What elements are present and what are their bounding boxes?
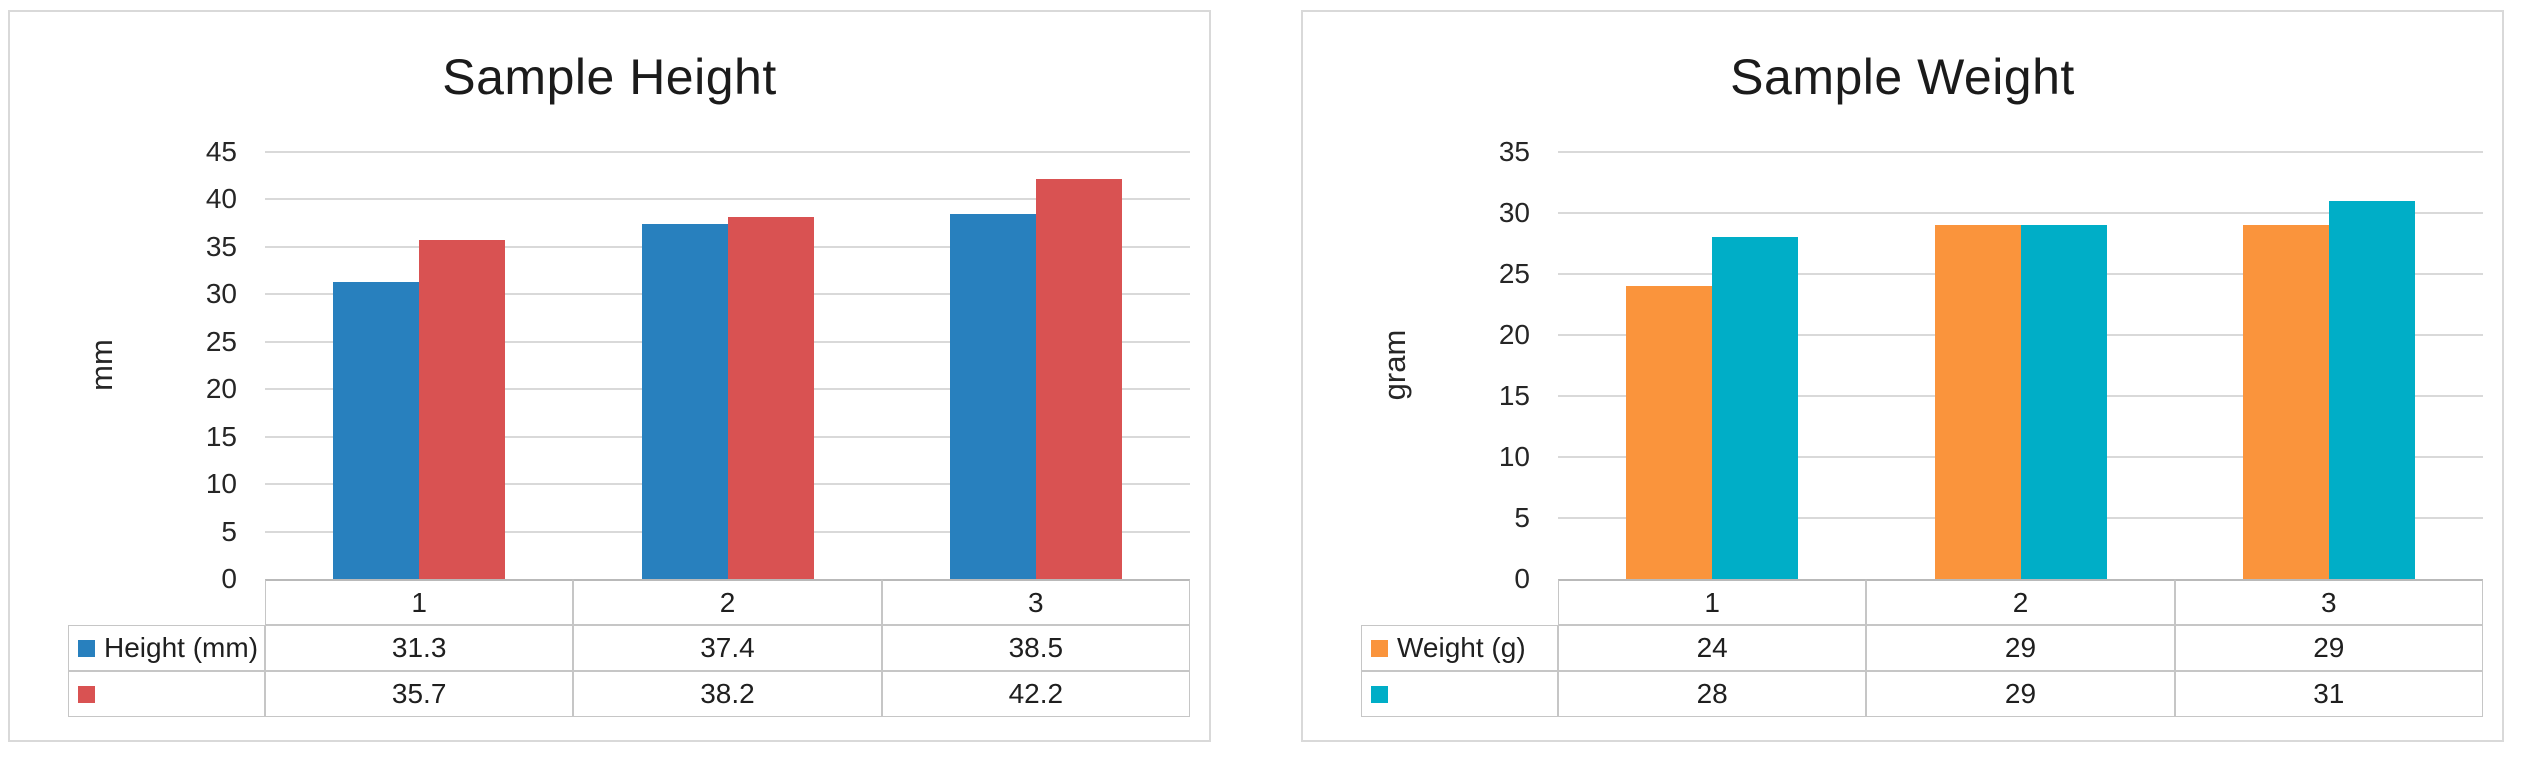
value-cell: 29 <box>1866 625 2175 671</box>
gridline <box>265 198 1190 201</box>
value-cell: 35.7 <box>265 671 574 717</box>
gridline <box>1558 151 2483 153</box>
value-cell: 28 <box>1558 671 1867 717</box>
y-axis-tick-label: 30 <box>205 278 237 310</box>
category-header-cell: 3 <box>2174 579 2483 625</box>
value-cell: 29 <box>2174 625 2483 671</box>
value-cell: 29 <box>1866 671 2175 717</box>
sample-weight-chart[interactable]: Sample Weight gram 35 30 25 20 15 10 5 0 1 2 3 Weig… <box>1301 10 2504 742</box>
category-header-cell: 3 <box>881 579 1190 625</box>
series-color-swatch <box>1371 639 1388 657</box>
y-axis-tick-label: 35 <box>1498 136 1530 167</box>
series-name-label: Height (mm) <box>104 632 259 663</box>
y-axis-tick-label: 10 <box>205 468 237 500</box>
value-cell: 38.5 <box>881 625 1190 671</box>
value-cell: 42.2 <box>881 671 1190 717</box>
chart-title: Sample Height <box>442 49 777 105</box>
y-axis-tick-label: 10 <box>1498 441 1530 472</box>
y-axis-title: mm <box>84 339 119 391</box>
bar-series2-cat1 <box>419 240 506 579</box>
y-axis-tick-label: 25 <box>1498 258 1530 289</box>
y-axis-tick-label: 45 <box>205 136 237 167</box>
y-axis-tick-label: 20 <box>1498 319 1530 350</box>
value-cell: 37.4 <box>573 625 882 671</box>
y-axis-tick-label: 5 <box>221 515 237 547</box>
legend-cell: Weight (g) <box>1361 625 1558 671</box>
bar-series2-cat3 <box>1035 178 1122 579</box>
series-color-swatch <box>78 685 95 703</box>
bar-series1-cat3 <box>2242 225 2329 579</box>
category-header-cell: 1 <box>265 579 574 625</box>
bar-series1-cat3 <box>949 213 1036 579</box>
bar-series1-cat1 <box>1626 286 1713 579</box>
category-header-cell: 2 <box>573 579 882 625</box>
value-cell: 31.3 <box>265 625 574 671</box>
chart-title: Sample Weight <box>1730 49 2075 105</box>
y-axis-tick-label: 35 <box>205 230 237 262</box>
series-name-label: Weight (g) <box>1397 632 1526 663</box>
y-axis-tick-label: 15 <box>1498 380 1530 411</box>
y-axis-tick-label: 20 <box>205 373 237 405</box>
series-color-swatch <box>1371 685 1388 703</box>
legend-cell <box>1361 671 1558 717</box>
legend-cell <box>68 671 265 717</box>
category-header-cell: 2 <box>1866 579 2175 625</box>
value-cell: 38.2 <box>573 671 882 717</box>
sample-height-chart[interactable]: Sample Height mm 45 40 35 30 25 20 15 10 5 0 1 2 3 He… <box>8 10 1211 742</box>
value-cell: 24 <box>1558 625 1867 671</box>
bar-series1-cat1 <box>333 281 420 579</box>
category-header-cell: 1 <box>1558 579 1867 625</box>
series-color-swatch <box>78 639 95 657</box>
y-axis-tick-label: 0 <box>1514 563 1530 594</box>
bar-series2-cat2 <box>2020 225 2107 579</box>
y-axis-tick-label: 15 <box>205 420 237 452</box>
bar-series2-cat2 <box>727 216 814 579</box>
gridline <box>1558 212 2483 214</box>
y-axis-tick-label: 25 <box>205 325 237 357</box>
y-axis-tick-label: 5 <box>1514 502 1530 533</box>
value-cell: 31 <box>2174 671 2483 717</box>
y-axis-tick-label: 40 <box>205 183 237 215</box>
y-axis-title: gram <box>1377 329 1412 401</box>
bar-series1-cat2 <box>641 224 728 579</box>
y-axis-tick-label: 0 <box>221 563 237 594</box>
bar-series2-cat1 <box>1712 237 1799 579</box>
legend-cell: Height (mm) <box>68 625 265 671</box>
bar-series2-cat3 <box>2328 200 2415 579</box>
bar-series1-cat2 <box>1934 225 2021 579</box>
gridline <box>265 151 1190 153</box>
y-axis-tick-label: 30 <box>1498 197 1530 228</box>
